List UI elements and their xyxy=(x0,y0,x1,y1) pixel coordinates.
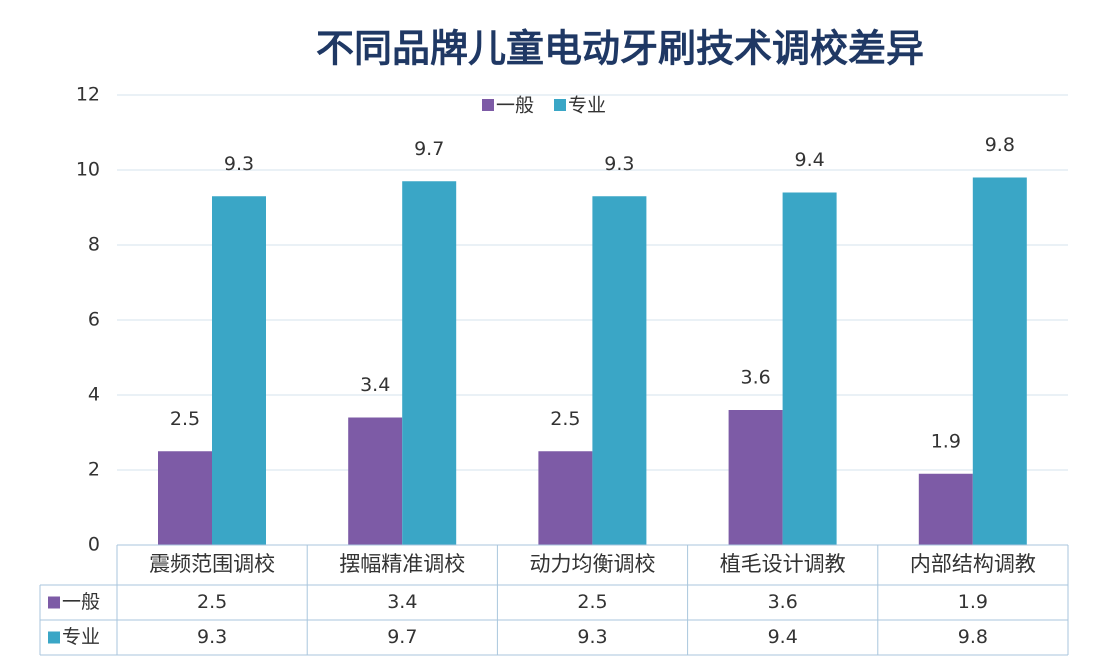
data-label: 2.5 xyxy=(170,408,200,430)
bar xyxy=(402,181,457,545)
x-tick-label: 植毛设计调教 xyxy=(720,552,846,576)
chart-title: 不同品牌儿童电动牙刷技术调校差异 xyxy=(316,26,924,71)
y-tick-label: 12 xyxy=(76,84,100,106)
data-label: 9.8 xyxy=(985,134,1015,156)
data-label: 2.5 xyxy=(550,408,580,430)
data-label: 3.6 xyxy=(740,367,770,389)
legend-swatch xyxy=(482,99,494,111)
data-label: 9.7 xyxy=(414,138,444,160)
bar xyxy=(348,417,403,545)
table-value: 9.7 xyxy=(387,626,417,648)
bar xyxy=(918,473,973,545)
bar xyxy=(728,410,783,545)
x-tick-label: 动力均衡调校 xyxy=(530,552,656,576)
table-legend-swatch xyxy=(48,631,60,644)
legend-swatch xyxy=(554,99,566,111)
table-value: 3.4 xyxy=(387,591,417,613)
bar xyxy=(782,192,837,545)
y-tick-label: 0 xyxy=(88,534,100,556)
x-tick-label: 震频范围调校 xyxy=(149,552,275,576)
data-label: 9.4 xyxy=(794,149,824,171)
bar xyxy=(972,177,1027,545)
data-label: 3.4 xyxy=(360,374,390,396)
bar xyxy=(212,196,266,545)
table-value: 3.6 xyxy=(768,591,798,613)
x-tick-label: 摆幅精准调校 xyxy=(339,552,465,576)
table-row-label: 专业 xyxy=(62,626,100,648)
legend-label: 专业 xyxy=(568,95,606,117)
bar xyxy=(538,451,593,545)
table-value: 9.3 xyxy=(197,626,227,648)
table-value: 2.5 xyxy=(197,591,227,613)
y-tick-label: 6 xyxy=(88,309,100,331)
table-legend-swatch xyxy=(48,596,60,609)
table-value: 9.4 xyxy=(768,626,798,648)
table-row-label: 一般 xyxy=(62,591,100,613)
y-tick-label: 4 xyxy=(88,384,100,406)
y-tick-label: 2 xyxy=(88,459,100,481)
table-value: 9.8 xyxy=(958,626,988,648)
legend-label: 一般 xyxy=(496,95,534,117)
bar xyxy=(592,196,647,545)
x-tick-label: 内部结构调教 xyxy=(910,552,1036,576)
y-tick-label: 10 xyxy=(76,159,100,181)
bar xyxy=(158,451,212,545)
y-tick-label: 8 xyxy=(88,234,100,256)
table-value: 2.5 xyxy=(577,591,607,613)
table-value: 1.9 xyxy=(958,591,988,613)
data-label: 9.3 xyxy=(604,153,634,175)
data-label: 9.3 xyxy=(224,153,254,175)
table-value: 9.3 xyxy=(577,626,607,648)
data-label: 1.9 xyxy=(931,430,961,452)
